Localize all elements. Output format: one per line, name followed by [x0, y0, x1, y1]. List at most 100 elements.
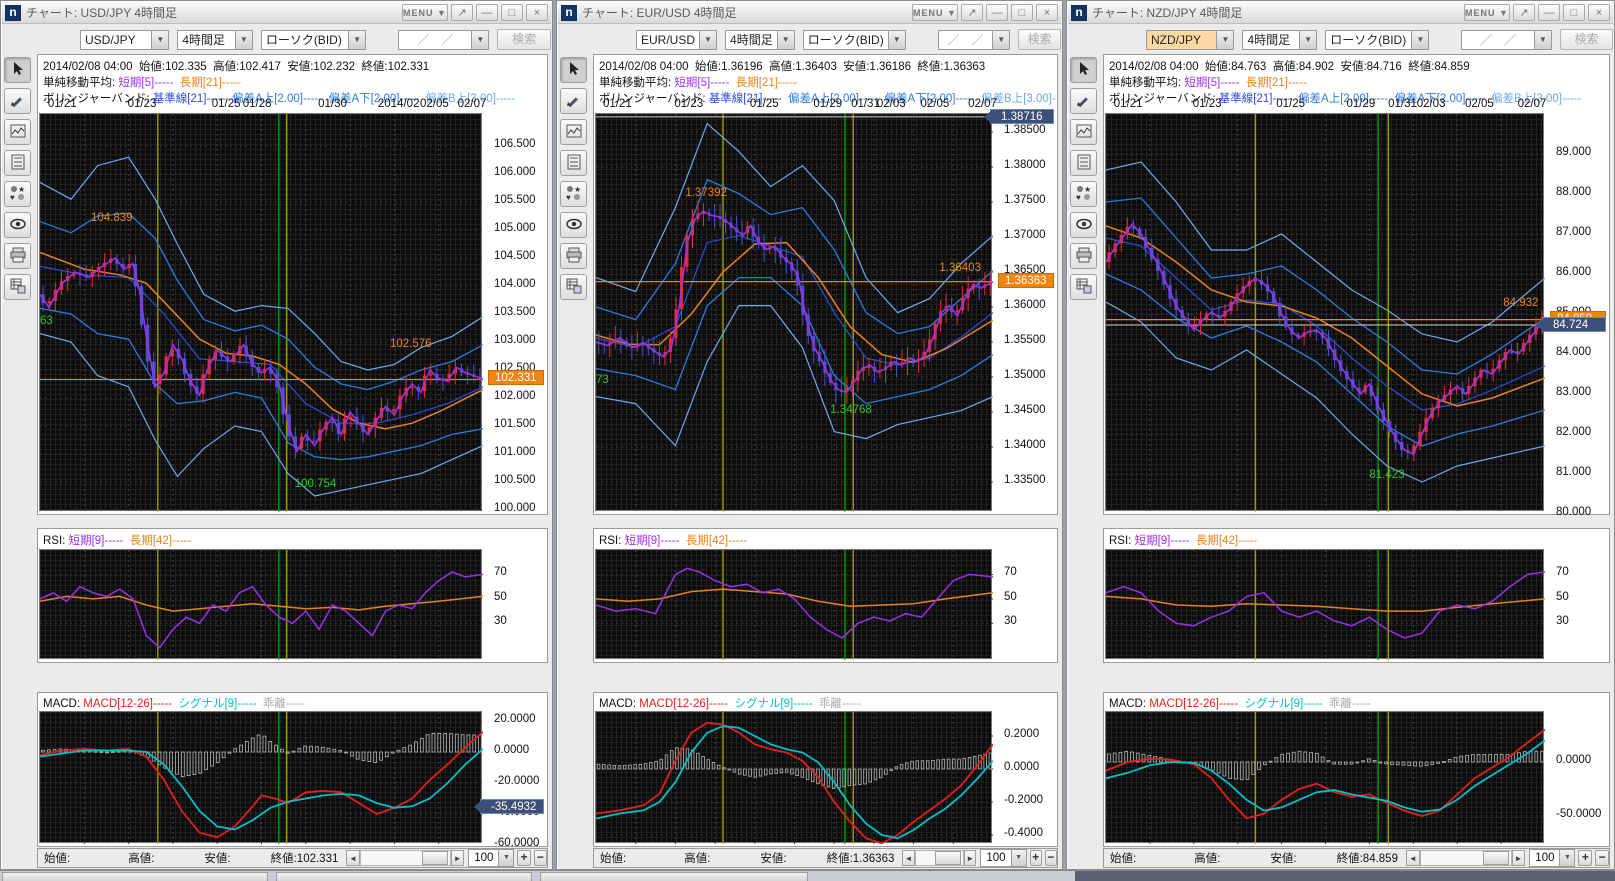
pencil-tool-button[interactable] — [560, 88, 587, 114]
rsi-chart-canvas[interactable] — [595, 549, 993, 660]
scrollbar-track[interactable] — [914, 850, 965, 866]
timeframe-select[interactable]: 4時間足 ▼ — [1242, 29, 1318, 50]
pencil-tool-button[interactable] — [1070, 88, 1097, 114]
search-button[interactable]: 検索 — [497, 29, 552, 50]
close-button[interactable]: × — [1036, 4, 1058, 21]
chevron-down-icon[interactable]: ▼ — [151, 30, 169, 49]
scroll-right-button[interactable]: ► — [964, 850, 977, 866]
printer-tool-button[interactable] — [1070, 243, 1097, 269]
line-chart-tool-button[interactable] — [560, 119, 587, 145]
window-titlebar[interactable]: n チャート: USD/JPY 4時間足 MENU ▼ ↗ — □ × — [2, 2, 551, 24]
maximize-button[interactable]: □ — [1563, 4, 1585, 21]
menu-button[interactable]: MENU ▼ — [912, 4, 958, 21]
grid-save-tool-button[interactable] — [4, 274, 31, 300]
chevron-down-icon[interactable]: ▼ — [1411, 30, 1429, 49]
pin-button[interactable]: ↗ — [961, 4, 983, 21]
symbols-tool-button[interactable]: ★ ♥ — [1070, 181, 1097, 207]
chevron-down-icon[interactable]: ▼ — [498, 850, 514, 866]
pair-select[interactable]: EUR/USD ▼ — [636, 29, 718, 50]
cursor-tool-button[interactable] — [1070, 57, 1097, 83]
main-chart-canvas[interactable]: 1.37392 1.36403 1.34768 73 — [595, 113, 993, 512]
chart-type-select[interactable]: ローソク(BID) ▼ — [802, 29, 906, 50]
pencil-tool-button[interactable] — [4, 88, 31, 114]
zoom-select[interactable]: 100 ▼ — [980, 849, 1027, 867]
grid-save-tool-button[interactable] — [1070, 274, 1097, 300]
grid-save-tool-button[interactable] — [560, 274, 587, 300]
symbols-tool-button[interactable]: ★ ♥ — [560, 181, 587, 207]
scroll-left-button[interactable]: ◄ — [902, 850, 915, 866]
macd-chart-canvas[interactable] — [595, 711, 993, 844]
scale-tool-button[interactable] — [560, 150, 587, 176]
zoom-select[interactable]: 100 ▼ — [468, 849, 515, 867]
zoom-out-button[interactable]: − — [1595, 850, 1609, 866]
maximize-button[interactable]: □ — [1011, 4, 1033, 21]
chevron-down-icon[interactable]: ▼ — [471, 30, 489, 49]
eye-tool-button[interactable] — [560, 212, 587, 238]
zoom-in-button[interactable]: + — [1029, 850, 1042, 866]
rsi-chart-canvas[interactable] — [39, 549, 483, 660]
scale-tool-button[interactable] — [4, 150, 31, 176]
scrollbar-thumb[interactable] — [422, 851, 448, 865]
zoom-in-button[interactable]: + — [1578, 850, 1593, 866]
chart-type-select[interactable]: ローソク(BID) ▼ — [1325, 29, 1430, 50]
printer-tool-button[interactable] — [560, 243, 587, 269]
pin-button[interactable]: ↗ — [1513, 4, 1535, 21]
scrollbar-thumb[interactable] — [1482, 851, 1509, 865]
rsi-chart-canvas[interactable] — [1105, 549, 1545, 660]
pair-select[interactable]: NZD/JPY ▼ — [1146, 29, 1235, 50]
date-input[interactable]: ／ ／ ▼ — [937, 29, 1011, 50]
chevron-down-icon[interactable]: ▼ — [1299, 30, 1317, 49]
menu-button[interactable]: MENU ▼ — [1464, 4, 1510, 21]
window-titlebar[interactable]: n チャート: EUR/USD 4時間足 MENU ▼ ↗ — □ × — [558, 2, 1061, 24]
menu-button[interactable]: MENU ▼ — [402, 4, 448, 21]
timeframe-select[interactable]: 4時間足 ▼ — [725, 29, 795, 50]
scrollbar-track[interactable] — [1419, 850, 1512, 866]
search-button[interactable]: 検索 — [1559, 29, 1613, 50]
maximize-button[interactable]: □ — [501, 4, 523, 21]
taskbar-item[interactable] — [540, 872, 808, 881]
minimize-button[interactable]: — — [1538, 4, 1560, 21]
eye-tool-button[interactable] — [4, 212, 31, 238]
minimize-button[interactable]: — — [476, 4, 498, 21]
close-button[interactable]: × — [1588, 4, 1610, 21]
macd-chart-canvas[interactable] — [39, 711, 483, 844]
close-button[interactable]: × — [526, 4, 548, 21]
pin-button[interactable]: ↗ — [451, 4, 473, 21]
timeframe-select[interactable]: 4時間足 ▼ — [177, 29, 253, 50]
pair-select[interactable]: USD/JPY ▼ — [80, 29, 170, 50]
scroll-right-button[interactable]: ► — [1511, 850, 1526, 866]
scroll-left-button[interactable]: ◄ — [1405, 850, 1420, 866]
chevron-down-icon[interactable]: ▼ — [234, 30, 252, 49]
taskbar-item[interactable] — [2, 872, 268, 881]
scroll-right-button[interactable]: ► — [451, 850, 465, 866]
scrollbar-track[interactable] — [359, 850, 451, 866]
date-input[interactable]: ／ ／ ▼ — [398, 29, 490, 50]
taskbar-item[interactable] — [276, 872, 532, 881]
chevron-down-icon[interactable]: ▼ — [992, 30, 1010, 49]
line-chart-tool-button[interactable] — [4, 119, 31, 145]
symbols-tool-button[interactable]: ★ ♥ — [4, 181, 31, 207]
window-titlebar[interactable]: n チャート: NZD/JPY 4時間足 MENU ▼ ↗ — □ × — [1068, 2, 1613, 24]
minimize-button[interactable]: — — [986, 4, 1008, 21]
main-chart-canvas[interactable]: 104.839 102.576 100.754 63 — [39, 113, 483, 512]
date-input[interactable]: ／ ／ ▼ — [1461, 29, 1552, 50]
scroll-left-button[interactable]: ◄ — [346, 850, 360, 866]
zoom-out-button[interactable]: − — [1044, 850, 1057, 866]
printer-tool-button[interactable] — [4, 243, 31, 269]
chevron-down-icon[interactable]: ▼ — [1216, 30, 1234, 49]
chevron-down-icon[interactable]: ▼ — [887, 30, 905, 49]
zoom-select[interactable]: 100 ▼ — [1529, 849, 1576, 867]
macd-chart-canvas[interactable] — [1105, 711, 1545, 844]
chevron-down-icon[interactable]: ▼ — [776, 30, 794, 49]
chevron-down-icon[interactable]: ▼ — [1010, 850, 1026, 866]
eye-tool-button[interactable] — [1070, 212, 1097, 238]
chart-type-select[interactable]: ローソク(BID) ▼ — [260, 29, 367, 50]
chevron-down-icon[interactable]: ▼ — [699, 30, 717, 49]
search-button[interactable]: 検索 — [1018, 29, 1061, 50]
cursor-tool-button[interactable] — [560, 57, 587, 83]
line-chart-tool-button[interactable] — [1070, 119, 1097, 145]
scrollbar-thumb[interactable] — [935, 851, 962, 865]
chevron-down-icon[interactable]: ▼ — [1559, 850, 1575, 866]
zoom-in-button[interactable]: + — [517, 850, 531, 866]
cursor-tool-button[interactable] — [4, 57, 31, 83]
